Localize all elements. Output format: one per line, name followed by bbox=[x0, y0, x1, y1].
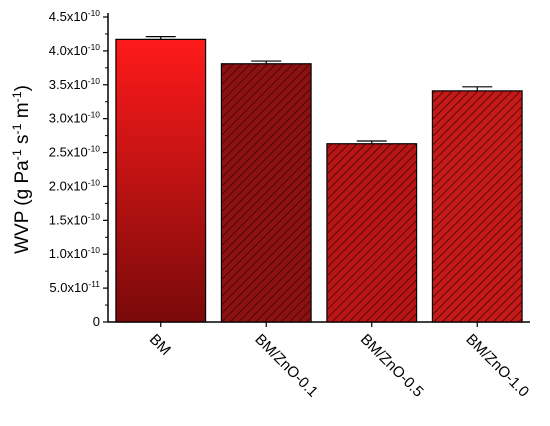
y-tick-label: 3.0x10-10 bbox=[49, 110, 101, 126]
y-tick-label: 2.5x10-10 bbox=[49, 144, 101, 160]
bar-hatch bbox=[326, 143, 417, 322]
y-axis-label: WVP (g Pa-1 s-1 m-1) bbox=[10, 85, 33, 254]
y-tick-label: 3.5x10-10 bbox=[49, 76, 101, 92]
x-tick-label: BM bbox=[146, 331, 174, 359]
x-tick-label: BM/ZnO-1.0 bbox=[462, 331, 532, 401]
y-tick-label: 4.5x10-10 bbox=[49, 8, 101, 24]
y-tick-label: 1.5x10-10 bbox=[49, 211, 101, 227]
y-tick-label: 0 bbox=[93, 314, 100, 329]
y-tick-label: 4.0x10-10 bbox=[49, 42, 101, 58]
bar bbox=[115, 38, 207, 323]
bar-hatch bbox=[432, 90, 523, 322]
y-tick-label: 2.0x10-10 bbox=[49, 177, 101, 193]
x-tick-label: BM/ZnO-0.5 bbox=[357, 331, 427, 401]
y-tick-label: 1.0x10-10 bbox=[49, 245, 101, 261]
y-tick-label: 5.0x10-11 bbox=[49, 279, 100, 295]
bar-hatch bbox=[221, 63, 312, 323]
x-tick-label: BM/ZnO-0.1 bbox=[251, 331, 321, 401]
